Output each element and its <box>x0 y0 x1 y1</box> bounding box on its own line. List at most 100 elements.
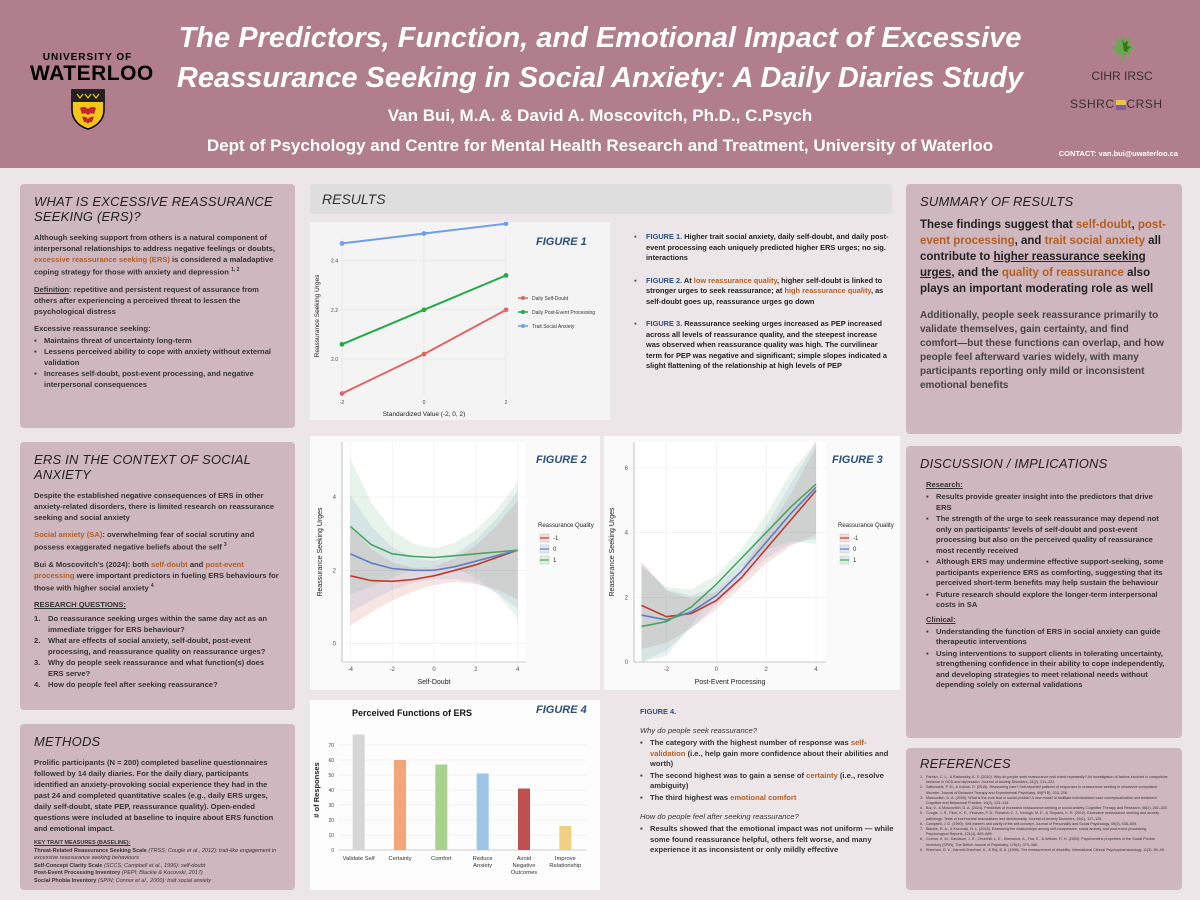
category-label: Certainty <box>388 856 411 862</box>
list-item: Increases self-doubt, post-event process… <box>34 369 281 390</box>
poster-title: The Predictors, Function, and Emotional … <box>160 18 1040 98</box>
context-title: ERS IN THE CONTEXT OF SOCIAL ANXIETY <box>34 452 251 482</box>
reference-item: 6. Campbell, J. D. (1990). Self-esteem an… <box>920 821 1138 826</box>
summary-and: , and <box>1014 235 1045 247</box>
ers-list-label-text: Excessive reassurance seeking <box>34 323 148 333</box>
legend-label: Daily Post-Event Processing <box>532 310 595 316</box>
f3-note-label: FIGURE 3. <box>646 319 683 328</box>
series-line <box>350 549 518 572</box>
measure-name: Self-Concept Clarity Scale <box>34 862 103 869</box>
shield-icon <box>70 89 105 130</box>
legend-label: Trait Social Anxiety <box>532 324 575 330</box>
confidence-band <box>641 446 817 650</box>
summary-panel: SUMMARY OF RESULTS These findings sugges… <box>906 184 1182 434</box>
bar <box>559 826 572 850</box>
category-label: Anxiety <box>473 863 492 869</box>
ers-panel: WHAT IS EXCESSIVE REASSURANCE SEEKING (E… <box>20 184 295 428</box>
references-panel: REFERENCES 1. Parrish, C. L., & Radomsky,… <box>906 748 1182 890</box>
ers-def-text: : repetitive and persistent request of a… <box>34 284 259 316</box>
x-tick-label: -2 <box>340 400 345 406</box>
list-item: Understanding the function of ERS in soc… <box>926 627 1168 648</box>
university-logo: UNIVERSITY OF WATERLOO <box>30 52 153 130</box>
references-title: REFERENCES <box>920 756 1011 771</box>
y-tick-label: 4 <box>333 495 337 501</box>
x-tick-label: -4 <box>348 667 354 673</box>
legend-title: Reassurance Quality <box>538 523 594 529</box>
bar <box>435 764 448 850</box>
summary-s1: These findings suggest that <box>920 219 1076 231</box>
reference-item: 2. Salkovskis, P. M., & Kobori, O. (2015)… <box>920 785 1158 795</box>
figure2-chart: 0 2 4 -4 -2 0 2 4 Self-Doubt Reassurance Seeking … <box>317 442 594 686</box>
summary-main: These findings suggest that self-doubt , … <box>920 217 1168 297</box>
bar <box>518 788 530 850</box>
bar <box>476 773 489 850</box>
measure-item: Post-Event Processing Inventory (PEPI; B… <box>34 870 281 878</box>
department: Dept of Psychology and Centre for Mental… <box>206 136 994 155</box>
f4-b2-acc: certainty <box>806 770 838 780</box>
figure3-note: FIGURE 3. Reassurance seeking urges incr… <box>634 319 890 372</box>
ers-intro-a: Although seeking support from others is … <box>34 233 275 253</box>
f2-note-high: high reassurance quality <box>784 286 871 295</box>
y-axis-label: Reassurance Seeking Urges <box>314 274 321 357</box>
list-item: Results showed that the emotional impact… <box>640 824 896 856</box>
y-tick-label: 60 <box>328 758 334 764</box>
context-p1: Despite the established negative consequ… <box>34 491 275 522</box>
f4-b3-a: The third highest was <box>650 792 731 802</box>
y-axis-label: # of Responses <box>312 762 321 817</box>
ers-definition: Definition: repetitive and persistent re… <box>34 284 281 317</box>
figure1-label: FIGURE 1 <box>536 236 587 248</box>
measure-name: Social Phobia Inventory <box>34 877 97 884</box>
f4-b2-a: The second highest was to gain a sense o… <box>650 770 807 780</box>
legend-marker <box>521 324 525 328</box>
results-header: RESULTS <box>310 184 892 214</box>
summary-sd: self-doubt <box>1075 219 1132 231</box>
category-label: Validate Self <box>343 856 376 862</box>
sa-ref: 3 <box>223 542 227 548</box>
data-point <box>339 391 345 396</box>
f4-q1: Why do people seek reassurance? <box>640 726 757 735</box>
question-text: Do reassurance seeking urges within the … <box>48 614 268 634</box>
list-item: The strength of the urge to seek reassur… <box>926 514 1168 556</box>
reference-item: 7. Blackie, R. A., & Kocovski, N. L. (201… <box>920 827 1148 837</box>
list-item: Using interventions to support clients i… <box>926 649 1168 691</box>
legend-label: 1 <box>553 558 557 564</box>
methods-text: Prolific participants (N = 200) complete… <box>34 758 274 833</box>
logo-university-text: UNIVERSITY OF <box>42 52 133 63</box>
list-item: The second highest was to gain a sense o… <box>640 771 896 792</box>
summary-comma: , <box>1131 219 1138 231</box>
series-line <box>641 483 817 628</box>
x-tick-label: 2 <box>505 400 508 406</box>
bm-ref: 4 <box>150 582 154 589</box>
f4-b1-b: (i.e., help gain more confidence about t… <box>650 748 889 769</box>
ers-intro-accent: excessive reassurance seeking (ERS) <box>34 255 170 264</box>
discussion-title: DISCUSSION / IMPLICATIONS <box>920 456 1108 471</box>
ers-intro-b: is considered a maladaptive coping strat… <box>34 255 274 277</box>
f3-note-text: Reassurance seeking urges increased as P… <box>646 319 887 370</box>
y-tick-label: 2.0 <box>331 357 338 363</box>
category-label: Avoid <box>517 856 531 862</box>
rq-label: RESEARCH QUESTIONS: <box>34 599 281 610</box>
f1-note-text: Higher trait social anxiety, daily self-… <box>646 232 889 262</box>
bm-sd: self-doubt <box>151 559 188 569</box>
x-axis-label: Standardized Value (-2, 0, 2) <box>383 411 466 418</box>
series-line <box>641 490 817 618</box>
list-item: Results provide greater insight into the… <box>926 492 1168 513</box>
y-tick-label: 2.2 <box>331 308 338 314</box>
figure2-note: FIGURE 2. At low reassurance quality, hi… <box>634 276 890 308</box>
confidence-band <box>641 442 817 662</box>
x-tick-label: 0 <box>423 400 426 406</box>
chart-title: Perceived Functions of ERS <box>352 708 472 718</box>
poster-header: UNIVERSITY OF WATERLOO The Predictors, F… <box>0 0 1200 168</box>
cihr-logo: CIHR IRSC <box>1082 32 1162 83</box>
bm-b: were important predictors in fueling ERS… <box>34 570 279 593</box>
ers-title: WHAT IS EXCESSIVE REASSURANCE SEEKING (E… <box>34 194 273 224</box>
methods-title: METHODS <box>34 734 101 749</box>
research-label-text: Research: <box>926 480 963 489</box>
figure1-box: 2.0 2.2 2.4 -2 0 2 Standardized Value (-2, 0, … <box>310 221 610 420</box>
reference-item: 9. Sheehan, D. V., Harnett-Sheehan, K., &… <box>920 847 1165 852</box>
y-tick-label: 30 <box>328 803 334 809</box>
data-point <box>339 341 345 347</box>
confidence-band <box>350 500 518 626</box>
list-item: Future research should explore the longe… <box>926 590 1168 611</box>
methods-panel: METHODS Prolific participants (N = 200) … <box>20 724 295 890</box>
